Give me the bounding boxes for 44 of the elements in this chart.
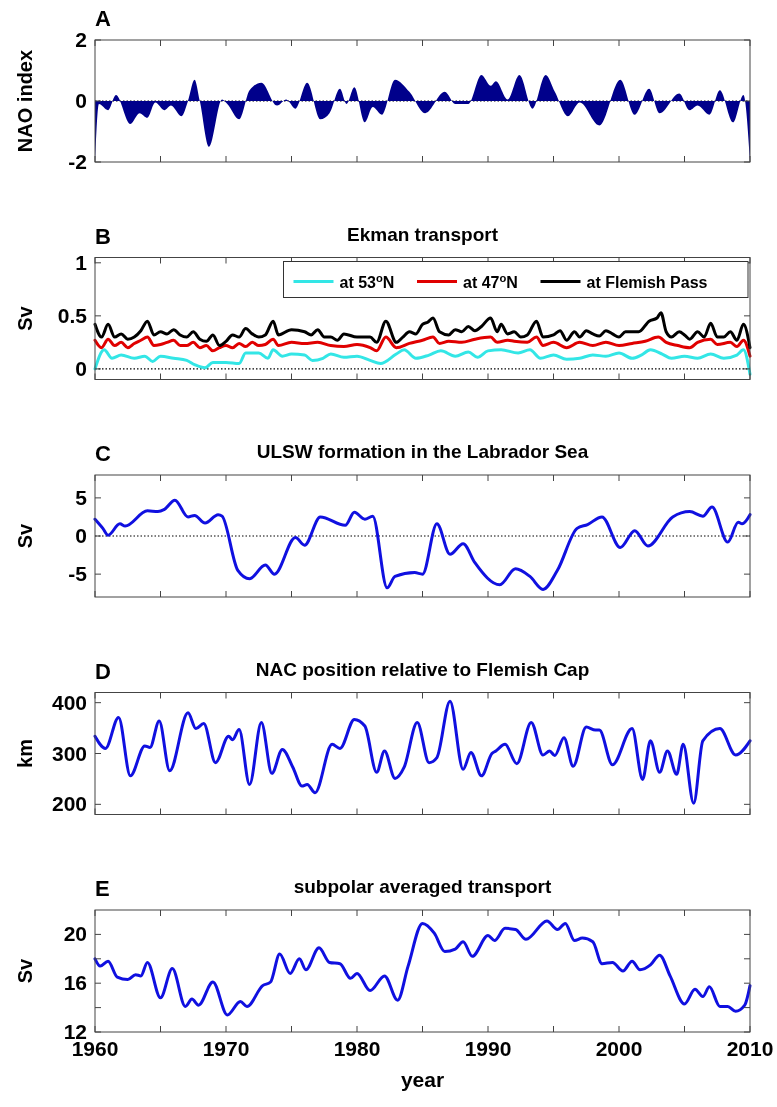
y-axis-title: Sv [14,522,36,549]
line-series [93,335,752,358]
y-tick-label: 300 [51,741,87,765]
y-tick-label: 0.5 [57,303,88,327]
x-axis-title: year [400,1068,445,1091]
y-tick-label: 20 [63,922,87,946]
chart-title: Ekman transport [347,223,499,245]
x-tick-label: 2010 [726,1037,774,1060]
y-tick-label: 2 [75,28,87,51]
y-axis-title: Sv [14,305,36,331]
x-tick-label: 1980 [333,1037,381,1060]
y-tick-label: 200 [51,792,87,816]
x-tick-label: 1970 [202,1037,250,1060]
line-series [93,919,752,1017]
y-tick-label: 400 [51,690,87,714]
text: C [95,441,111,466]
line-series [93,699,752,805]
chart-title: subpolar averaged transport [293,876,552,897]
y-tick-label: 1 [75,250,88,274]
line-series [93,311,752,350]
chart-title: ULSW formation in the Labrador Sea [256,441,589,462]
y-axis-title: NAO index [14,49,36,153]
legend-label: at 53$^{o}$N [339,271,395,291]
legend-label: at 47$^{o}$N [463,271,518,291]
y-tick-label: 0 [75,89,87,112]
legend-label: at Flemish Pass [586,273,708,291]
y-tick-label: 0 [75,524,87,547]
text: B [95,223,111,249]
y-tick-label: 5 [75,485,88,509]
text: A [95,6,111,31]
y-tick-label: 16 [63,971,87,995]
text: E [95,876,110,901]
line-series [93,498,752,591]
y-tick-label: -2 [68,150,87,173]
line-series [93,348,752,376]
y-tick-label: -5 [68,562,88,586]
y-tick-label: 0 [75,356,87,380]
y-axis-title: km [14,739,36,768]
x-tick-label: 1990 [464,1037,512,1060]
chart-title: NAC position relative to Flemish Cap [255,658,590,680]
text: D [95,658,111,684]
x-tick-label: 2000 [595,1037,643,1060]
y-tick-label: 12 [63,1020,87,1043]
y-axis-title: Sv [14,957,36,984]
